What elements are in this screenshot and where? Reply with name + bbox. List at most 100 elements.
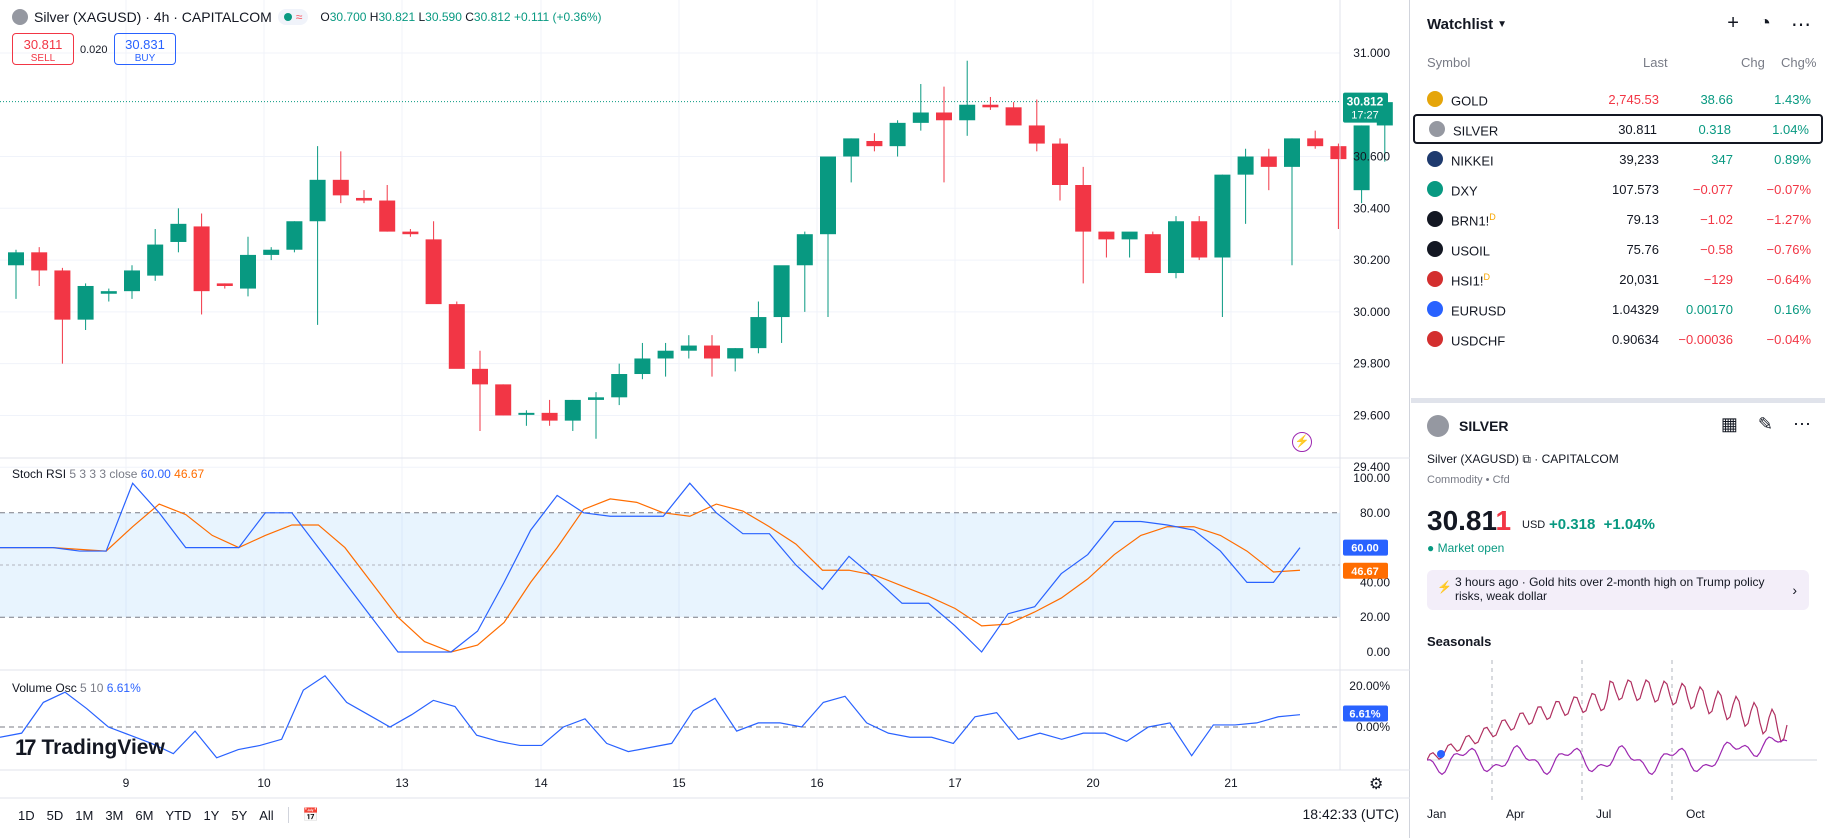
stoch-params: 5 3 3 3 close <box>69 467 138 481</box>
toolbar-divider <box>287 807 289 823</box>
more-icon[interactable]: ⋯ <box>1793 414 1811 434</box>
right-sidebar: Watchlist ▼ + ◔ ⋯ Symbol Last Chg Chg% G… <box>1411 0 1825 838</box>
season-line-previous <box>1427 736 1788 776</box>
tf-all[interactable]: All <box>259 807 274 823</box>
tf-1d[interactable]: 1D <box>18 807 35 823</box>
stoch-name: Stoch RSI <box>12 467 67 481</box>
sell-label: SELL <box>30 53 56 64</box>
candle <box>1260 156 1277 167</box>
watchlist-row-nikkei[interactable]: NIKKEI 39,233 347 0.89% <box>1411 144 1825 174</box>
stoch-k-line <box>0 482 1301 653</box>
price-tick: 30.200 <box>1353 253 1390 267</box>
news-item[interactable]: ⚡ 3 hours ago · Gold hits over 2-month h… <box>1427 570 1809 610</box>
col-chg[interactable]: Chg <box>1741 55 1765 70</box>
col-last[interactable]: Last <box>1643 55 1668 70</box>
seasonals-chart[interactable] <box>1427 660 1817 800</box>
symbol-header: Silver (XAGUSD) · 4h · CAPITALCOM ≈ O30.… <box>12 9 602 25</box>
watchlist-row-usdchf[interactable]: USDCHF 0.90634 −0.00036 −0.04% <box>1411 324 1825 354</box>
watchlist-row-eurusd[interactable]: EURUSD 1.04329 0.00170 0.16% <box>1411 294 1825 324</box>
watchlist-last: 0.90634 <box>1612 332 1659 347</box>
tf-5d[interactable]: 5D <box>46 807 64 823</box>
watchlist-row-usoil[interactable]: USOIL 75.76 −0.58 −0.76% <box>1411 234 1825 264</box>
watchlist-header[interactable]: Watchlist ▼ <box>1427 16 1507 33</box>
details-price: 30.811 <box>1427 505 1512 536</box>
volosc-tag <box>1343 705 1388 722</box>
candle <box>1353 125 1370 191</box>
watchlist-chg-pct: −0.07% <box>1766 182 1811 197</box>
time-tick: 16 <box>810 776 824 790</box>
col-chg-pct[interactable]: Chg% <box>1781 55 1817 70</box>
edit-icon[interactable]: ✎ <box>1757 414 1773 434</box>
stoch-tick: 0.00 <box>1367 645 1391 659</box>
details-symbol[interactable]: SILVER <box>1459 418 1509 434</box>
price-tick: 29.600 <box>1353 408 1390 422</box>
tf-6m[interactable]: 6M <box>135 807 154 823</box>
candle <box>843 138 860 157</box>
candle <box>588 397 604 400</box>
market-open-dot <box>283 13 292 21</box>
watchlist-row-silver[interactable]: SILVER 30.811 0.318 1.04% <box>1413 114 1823 144</box>
candle <box>379 200 396 232</box>
watchlist-row-brn1[interactable]: BRN1!D 79.13 −1.02 −1.27% <box>1411 204 1825 234</box>
buy-button[interactable]: 30.831 BUY <box>114 33 176 65</box>
watchlist-row-gold[interactable]: GOLD 2,745.53 38.66 1.43% <box>1411 84 1825 114</box>
seasonals-title[interactable]: Seasonals <box>1427 634 1492 649</box>
season-month-apr: Apr <box>1506 807 1525 821</box>
details-exchange[interactable]: CAPITALCOM <box>1541 452 1619 466</box>
chart-canvas[interactable]: 31.000 30.600 30.400 30.200 30.000 29.800 29.6… <box>0 0 1410 838</box>
more-icon[interactable]: ⋯ <box>1791 14 1811 36</box>
watchlist-chg: 0.318 <box>1698 122 1731 137</box>
details-name[interactable]: Silver (XAGUSD) <box>1427 452 1520 466</box>
chevron-right-icon: › <box>1792 582 1797 598</box>
watchlist-tools: + ◔ ⋯ <box>1727 12 1811 37</box>
watchlist-row-dxy[interactable]: DXY 107.573 −0.077 −0.07% <box>1411 174 1825 204</box>
time-tick: 9 <box>123 776 130 790</box>
market-status-pill[interactable]: ≈ <box>277 9 309 25</box>
sell-button[interactable]: 30.811 SELL <box>12 33 74 65</box>
watchlist-rows: GOLD 2,745.53 38.66 1.43% SILVER 30.811 0.318 1… <box>1411 84 1825 354</box>
tv-mark-icon: 17 <box>15 735 37 760</box>
utc-clock[interactable]: 18:42:33 (UTC) <box>1302 806 1399 822</box>
tradingview-logo: 17 TradingView <box>15 735 165 761</box>
candle <box>634 358 651 375</box>
grid-icon[interactable]: ▦ <box>1720 414 1738 434</box>
symbol-logo-icon <box>1427 91 1443 107</box>
col-symbol[interactable]: Symbol <box>1427 55 1471 70</box>
tf-1m[interactable]: 1M <box>75 807 94 823</box>
watchlist-chg: 0.00170 <box>1686 302 1733 317</box>
chevron-down-icon: ▼ <box>1497 19 1508 30</box>
symbol-title[interactable]: Silver (XAGUSD) · 4h · CAPITALCOM <box>34 9 272 25</box>
tf-3m[interactable]: 3M <box>105 807 124 823</box>
candle <box>541 412 558 421</box>
lightning-icon[interactable]: ⚡ <box>1292 432 1312 452</box>
tf-ytd[interactable]: YTD <box>165 807 192 823</box>
settings-gear-icon[interactable]: ⚙ <box>1369 776 1384 793</box>
add-symbol-icon[interactable]: + <box>1727 12 1739 34</box>
candle <box>147 244 164 276</box>
watchlist-last: 20,031 <box>1619 272 1659 287</box>
watchlist-symbol: USDCHF <box>1451 333 1506 349</box>
stoch-rsi-legend[interactable]: Stoch RSI 5 3 3 3 close 60.00 46.67 <box>12 467 204 481</box>
candle <box>425 239 442 305</box>
stoch-d-tag-label: 46.67 <box>1351 566 1379 578</box>
chart-panel[interactable]: 31.000 30.600 30.400 30.200 30.000 29.800 29.6… <box>0 0 1410 838</box>
symbol-logo-icon <box>1429 121 1445 137</box>
symbol-logo-icon <box>1427 181 1443 197</box>
price-tick: 29.800 <box>1353 357 1390 371</box>
watchlist-chg-pct: −0.04% <box>1766 332 1811 347</box>
external-link-icon[interactable]: ⧉ <box>1522 452 1531 466</box>
candle <box>31 252 48 271</box>
time-tick: 10 <box>257 776 271 790</box>
volume-osc-legend[interactable]: Volume Osc 5 10 6.61% <box>12 681 141 695</box>
close-value: 30.812 <box>473 10 511 24</box>
watchlist-chg-pct: −0.76% <box>1766 242 1811 257</box>
panel-divider[interactable] <box>1411 398 1825 403</box>
date-range-icon[interactable]: 📅 <box>302 807 319 822</box>
tf-1y[interactable]: 1Y <box>203 807 220 823</box>
candle <box>1168 221 1184 274</box>
stoch-k-tag <box>1343 539 1388 556</box>
candle <box>1075 185 1092 232</box>
watchlist-row-hsi1[interactable]: HSI1!D 20,031 −129 −0.64% <box>1411 264 1825 294</box>
advanced-view-icon[interactable]: ◔ <box>1758 12 1771 34</box>
tf-5y[interactable]: 5Y <box>231 807 248 823</box>
